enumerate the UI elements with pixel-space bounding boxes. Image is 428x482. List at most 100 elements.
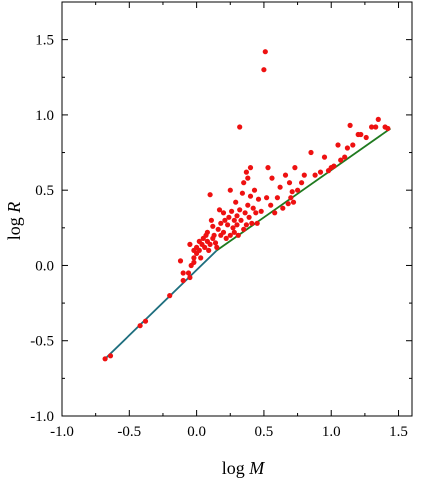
x-axis-title: log M	[222, 458, 266, 478]
data-point	[214, 244, 220, 250]
data-point	[235, 232, 241, 238]
data-point	[246, 214, 252, 220]
y-tick-label: 1.5	[35, 33, 54, 49]
x-tick-label: -1.0	[50, 424, 74, 440]
data-points	[102, 49, 391, 362]
x-tick-label: 0.5	[255, 424, 274, 440]
data-point	[243, 222, 249, 228]
data-point	[206, 247, 212, 253]
data-point	[204, 229, 210, 235]
data-point	[215, 226, 221, 232]
data-point	[238, 217, 244, 223]
data-point	[317, 169, 324, 175]
data-point	[222, 217, 228, 223]
data-point	[385, 125, 391, 132]
data-point	[282, 172, 289, 178]
data-point	[373, 124, 379, 130]
data-point	[107, 353, 114, 359]
data-point	[191, 255, 197, 261]
data-point	[211, 232, 217, 238]
data-point	[251, 187, 258, 193]
data-point	[247, 193, 254, 199]
data-point	[249, 220, 255, 226]
data-point	[202, 244, 208, 250]
data-point	[210, 223, 216, 229]
data-point	[207, 241, 213, 247]
data-point	[242, 210, 248, 216]
data-point	[255, 196, 262, 202]
data-point	[261, 67, 267, 73]
data-point	[258, 208, 264, 214]
y-tick-label: -1.0	[30, 409, 54, 425]
data-point	[241, 226, 247, 232]
data-point	[254, 220, 260, 226]
data-point	[295, 187, 301, 193]
axes: -1.0 -0.5 0.0 0.5 1.0 1.5 -1.0 -0.5 0.0 0.5 1.0 1.5	[30, 1, 413, 440]
fit-lines	[104, 127, 392, 360]
x-tick-label: 1.5	[389, 424, 408, 440]
y-axis-title: log R	[4, 202, 24, 241]
data-point	[289, 189, 295, 195]
data-point	[233, 199, 239, 205]
data-point	[253, 210, 259, 216]
data-point	[338, 157, 344, 163]
data-point	[227, 187, 233, 193]
data-point	[269, 175, 275, 181]
data-point	[191, 259, 197, 265]
data-point	[285, 201, 291, 207]
data-point	[187, 274, 193, 281]
data-point	[264, 195, 270, 201]
data-point	[358, 131, 364, 138]
data-point	[245, 202, 251, 208]
data-point	[237, 124, 243, 130]
data-point	[198, 255, 204, 261]
data-point	[268, 202, 274, 208]
data-point	[225, 222, 231, 228]
data-point	[212, 240, 219, 246]
data-point	[187, 241, 193, 247]
data-point	[350, 142, 356, 148]
y-tick-label: 0.5	[35, 183, 54, 199]
data-point	[185, 270, 192, 276]
y-tick-label: 0.0	[35, 258, 54, 274]
data-point	[321, 154, 328, 160]
data-point	[245, 175, 251, 181]
data-point	[227, 232, 233, 238]
data-point	[335, 142, 341, 148]
data-point	[177, 258, 184, 264]
data-point	[196, 247, 202, 253]
fit-line-high-mass	[216, 127, 392, 252]
x-tick-label: 0.0	[187, 424, 206, 440]
y-tick-label: -0.5	[30, 334, 54, 350]
data-point	[250, 205, 256, 211]
data-point	[167, 293, 173, 299]
x-tick-label: 1.0	[322, 424, 341, 440]
data-point	[342, 154, 348, 160]
data-point	[375, 116, 381, 122]
data-point	[234, 213, 240, 219]
data-point	[262, 49, 268, 55]
data-point	[331, 163, 337, 169]
data-point	[180, 277, 186, 284]
data-point	[142, 318, 149, 324]
y-tick-label: 1.0	[35, 108, 54, 124]
data-point	[220, 229, 227, 235]
data-point	[102, 356, 108, 362]
data-point	[220, 210, 227, 216]
data-point	[301, 172, 307, 178]
data-point	[265, 165, 271, 171]
data-point	[208, 217, 214, 223]
data-point	[239, 190, 245, 196]
data-point	[180, 270, 186, 276]
data-point	[344, 145, 350, 151]
data-point	[218, 220, 224, 226]
data-point	[230, 225, 236, 231]
data-point	[247, 165, 254, 171]
data-point	[231, 217, 237, 223]
data-point	[290, 199, 297, 205]
data-point	[280, 205, 286, 211]
data-point	[277, 184, 283, 190]
data-point	[299, 180, 305, 186]
data-point	[223, 235, 229, 241]
